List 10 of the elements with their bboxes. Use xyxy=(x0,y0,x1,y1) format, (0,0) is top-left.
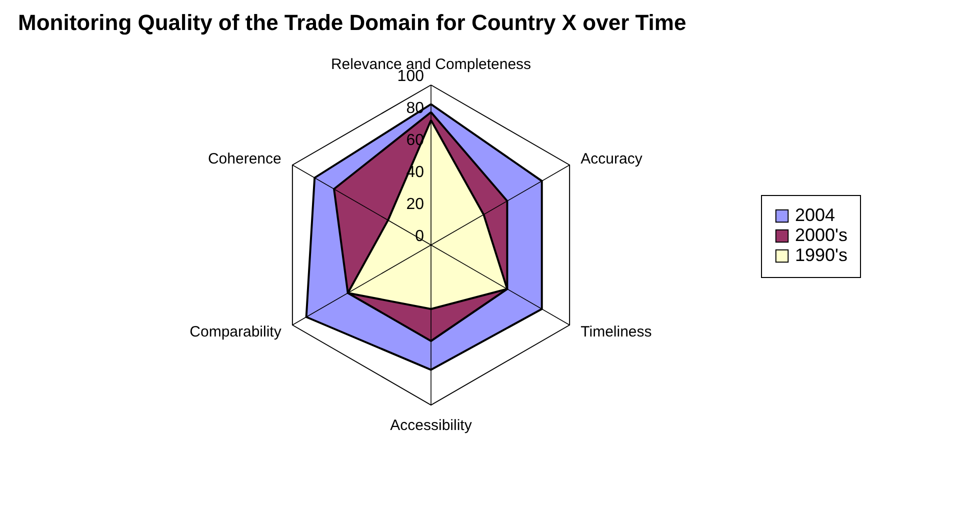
spoke-label: Accessibility xyxy=(390,416,472,434)
spoke-label: Timeliness xyxy=(580,323,652,340)
spoke-label: Accuracy xyxy=(580,150,643,168)
legend-label: 2004 xyxy=(795,205,836,225)
spoke-label: Comparability xyxy=(190,323,282,340)
chart-title: Monitoring Quality of the Trade Domain for Country X over Time xyxy=(18,10,686,35)
spoke-label: Coherence xyxy=(208,150,282,168)
legend-label: 1990's xyxy=(795,245,848,265)
y-tick-label: 20 xyxy=(406,196,424,213)
legend-label: 2000's xyxy=(795,225,848,245)
